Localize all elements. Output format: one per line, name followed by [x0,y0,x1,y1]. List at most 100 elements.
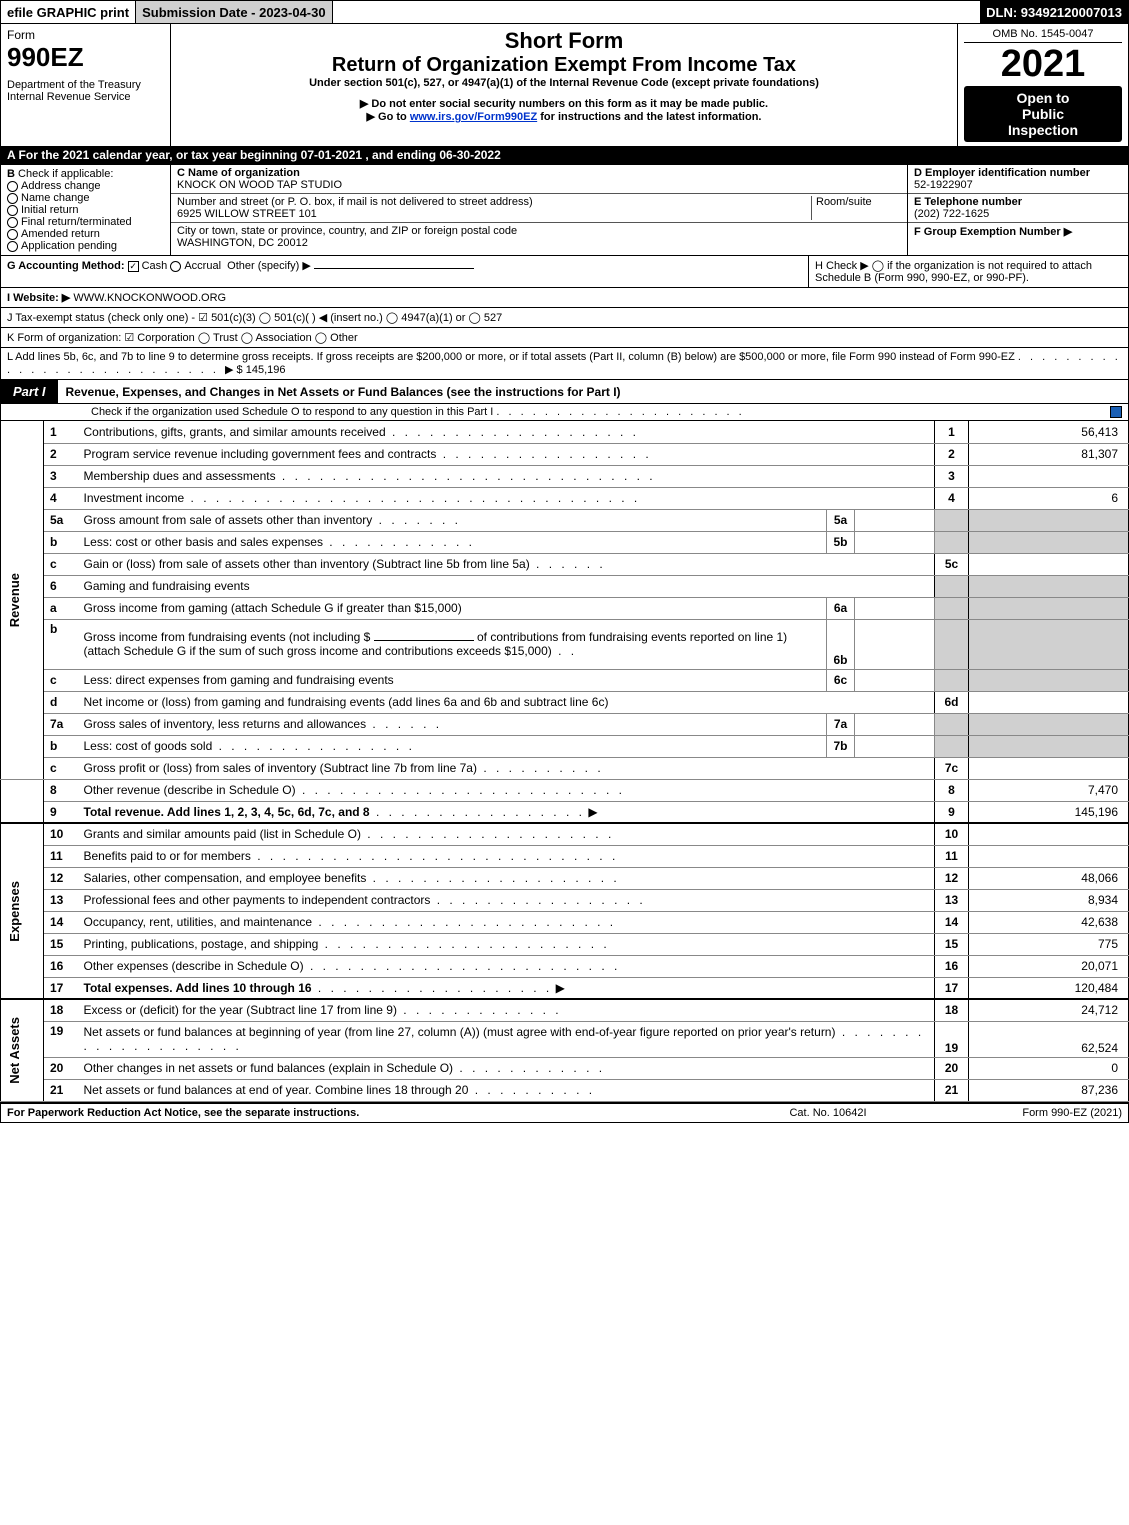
schedule-o-checkbox[interactable] [1110,406,1122,418]
line-5c: c Gain or (loss) from sale of assets oth… [1,553,1129,575]
section-c: C Name of organization KNOCK ON WOOD TAP… [171,165,908,255]
opt-name-change: Name change [21,192,90,204]
line-19: 19 Net assets or fund balances at beginn… [1,1021,1129,1057]
line-10: Expenses 10 Grants and similar amounts p… [1,823,1129,845]
header-center: Short Form Return of Organization Exempt… [171,24,958,146]
part-1-sub-dots: . . . . . . . . . . . . . . . . . . . . … [496,406,744,418]
line-6b: b Gross income from fundraising events (… [1,619,1129,669]
short-form-title: Short Form [179,28,949,54]
header-right: OMB No. 1545-0047 2021 Open to Public In… [958,24,1128,146]
line-5b: b Less: cost or other basis and sales ex… [1,531,1129,553]
return-title: Return of Organization Exempt From Incom… [179,54,949,77]
line-2-amt: 81,307 [969,443,1129,465]
line-6c: c Less: direct expenses from gaming and … [1,669,1129,691]
line-15-desc: Printing, publications, postage, and shi… [84,937,319,951]
line-7a: 7a Gross sales of inventory, less return… [1,713,1129,735]
omb-number: OMB No. 1545-0047 [964,28,1122,43]
l-value: 145,196 [246,364,286,376]
section-gh: G Accounting Method: ✓Cash Accrual Other… [0,256,1129,288]
checkbox-address-change[interactable] [7,181,18,192]
checkbox-initial-return[interactable] [7,205,18,216]
line-3-amt [969,465,1129,487]
line-13-amt: 8,934 [969,889,1129,911]
g-label: G Accounting Method: [7,260,125,272]
line-20: 20 Other changes in net assets or fund b… [1,1057,1129,1079]
i-label: I Website: ▶ [7,292,70,304]
l-text: L Add lines 5b, 6c, and 7b to line 9 to … [7,351,1015,363]
city-value: WASHINGTON, DC 20012 [177,237,308,249]
line-9-amt: 145,196 [969,801,1129,823]
line-5a: 5a Gross amount from sale of assets othe… [1,509,1129,531]
line-6b-blank[interactable] [374,640,474,641]
checkbox-amended-return[interactable] [7,229,18,240]
section-l: L Add lines 5b, 6c, and 7b to line 9 to … [0,348,1129,380]
line-7b-val [855,735,935,757]
opt-amended-return: Amended return [21,228,100,240]
line-2-desc: Program service revenue including govern… [84,447,437,461]
line-20-amt: 0 [969,1057,1129,1079]
line-4: 4 Investment income . . . . . . . . . . … [1,487,1129,509]
section-h: H Check ▶ ◯ if the organization is not r… [808,256,1128,287]
checkbox-accrual[interactable] [170,261,181,272]
line-20-desc: Other changes in net assets or fund bala… [84,1061,454,1075]
footer-right: Form 990-EZ (2021) [928,1104,1128,1122]
goto-line: ▶ Go to www.irs.gov/Form990EZ for instru… [179,110,949,123]
irs-link[interactable]: www.irs.gov/Form990EZ [410,111,537,123]
line-16-desc: Other expenses (describe in Schedule O) [84,959,304,973]
line-5b-desc: Less: cost or other basis and sales expe… [84,535,323,549]
line-5c-amt [969,553,1129,575]
line-4-desc: Investment income [84,491,185,505]
part-1-sub-text: Check if the organization used Schedule … [91,406,493,418]
expenses-sidebar: Expenses [7,881,22,942]
goto-pre: ▶ Go to [367,111,410,123]
checkbox-name-change[interactable] [7,193,18,204]
line-21-desc: Net assets or fund balances at end of ye… [84,1083,469,1097]
dept-treasury: Department of the Treasury [7,79,164,91]
line-8: 8 Other revenue (describe in Schedule O)… [1,779,1129,801]
line-11: 11 Benefits paid to or for members . . .… [1,845,1129,867]
org-name: KNOCK ON WOOD TAP STUDIO [177,179,342,191]
city-label: City or town, state or province, country… [177,225,517,237]
website-value[interactable]: WWW.KNOCKONWOOD.ORG [73,292,226,304]
section-k: K Form of organization: ☑ Corporation ◯ … [0,328,1129,348]
l-arrow: ▶ $ [225,364,243,376]
checkbox-final-return[interactable] [7,217,18,228]
opt-address-change: Address change [21,180,101,192]
line-7b-desc: Less: cost of goods sold [84,739,213,753]
checkbox-cash[interactable]: ✓ [128,261,139,272]
line-7c: c Gross profit or (loss) from sales of i… [1,757,1129,779]
e-label: E Telephone number [914,196,1022,208]
line-14-desc: Occupancy, rent, utilities, and maintena… [84,915,313,929]
section-g: G Accounting Method: ✓Cash Accrual Other… [1,256,808,287]
page-footer: For Paperwork Reduction Act Notice, see … [0,1102,1129,1123]
line-6: 6 Gaming and fundraising events [1,575,1129,597]
line-6-desc: Gaming and fundraising events [84,579,250,593]
g-other-line[interactable] [314,268,474,269]
line-6d-amt [969,691,1129,713]
b-check-label: Check if applicable: [18,168,113,180]
line-7c-amt [969,757,1129,779]
opt-application-pending: Application pending [21,240,117,252]
line-15: 15 Printing, publications, postage, and … [1,933,1129,955]
line-7c-desc: Gross profit or (loss) from sales of inv… [84,761,477,775]
dept-irs: Internal Revenue Service [7,91,164,103]
line-9-arrow: ▶ [588,805,597,819]
g-accrual: Accrual [184,260,221,272]
line-11-desc: Benefits paid to or for members [84,849,251,863]
line-6b-val [855,619,935,669]
footer-mid: Cat. No. 10642I [728,1104,928,1122]
section-b: B Check if applicable: Address change Na… [1,165,171,255]
d-label: D Employer identification number [914,167,1090,179]
netassets-sidebar: Net Assets [7,1017,22,1084]
line-3: 3 Membership dues and assessments . . . … [1,465,1129,487]
line-15-amt: 775 [969,933,1129,955]
section-def: D Employer identification number 52-1922… [908,165,1128,255]
checkbox-application-pending[interactable] [7,241,18,252]
line-6b-desc-1: Gross income from fundraising events (no… [84,630,371,644]
entity-block: B Check if applicable: Address change Na… [0,165,1129,256]
phone-value: (202) 722-1625 [914,208,989,220]
line-18: Net Assets 18 Excess or (deficit) for th… [1,999,1129,1021]
addr-label: Number and street (or P. O. box, if mail… [177,196,533,208]
efile-label[interactable]: efile GRAPHIC print [1,1,136,23]
revenue-sidebar: Revenue [7,573,22,627]
